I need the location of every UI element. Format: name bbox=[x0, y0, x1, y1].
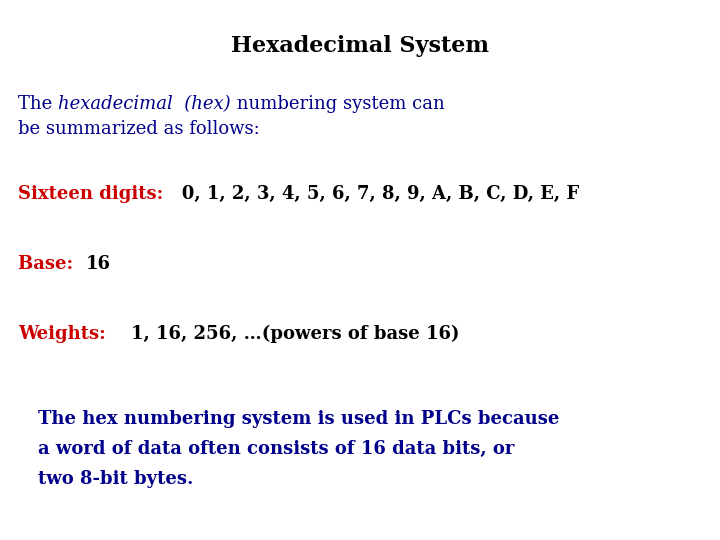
Text: a word of data often consists of 16 data bits, or: a word of data often consists of 16 data… bbox=[38, 440, 514, 458]
Text: Hexadecimal System: Hexadecimal System bbox=[231, 35, 489, 57]
Text: be summarized as follows:: be summarized as follows: bbox=[18, 120, 260, 138]
Text: The: The bbox=[18, 95, 58, 113]
Text: 16: 16 bbox=[86, 255, 111, 273]
Text: hexadecimal  (hex): hexadecimal (hex) bbox=[58, 95, 230, 113]
Text: The hex numbering system is used in PLCs because: The hex numbering system is used in PLCs… bbox=[38, 410, 559, 428]
Text: 0, 1, 2, 3, 4, 5, 6, 7, 8, 9, A, B, C, D, E, F: 0, 1, 2, 3, 4, 5, 6, 7, 8, 9, A, B, C, D… bbox=[163, 185, 580, 203]
Text: Weights:: Weights: bbox=[18, 325, 106, 343]
Text: numbering system can: numbering system can bbox=[230, 95, 444, 113]
Text: Sixteen digits:: Sixteen digits: bbox=[18, 185, 163, 203]
Text: 1, 16, 256, …(powers of base 16): 1, 16, 256, …(powers of base 16) bbox=[106, 325, 459, 343]
Text: two 8-bit bytes.: two 8-bit bytes. bbox=[38, 470, 194, 488]
Text: Base:: Base: bbox=[18, 255, 86, 273]
